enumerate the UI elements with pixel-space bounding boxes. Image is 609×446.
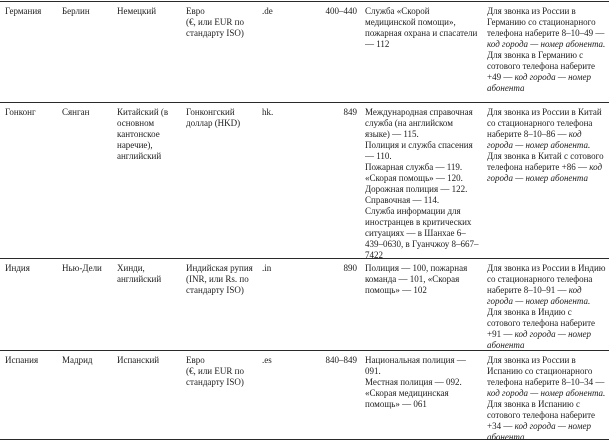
code-text: 840–849 <box>325 355 358 365</box>
country-name: Германия <box>5 6 42 16</box>
cell-language: Китайский (в основном кантонское наречие… <box>117 103 186 258</box>
cell-dialing-instructions: Для звонка из России в Индию со стациона… <box>487 259 609 350</box>
cell-dialing-instructions: Для звонка из России в Германию со стаци… <box>487 2 609 102</box>
cell-capital: Берлин <box>62 2 117 102</box>
language-text: Китайский (в основном кантонское наречие… <box>117 107 169 161</box>
service-line: Полиция — 100, пожарная команда — 101, «… <box>365 263 468 295</box>
cell-code: 890 <box>310 259 365 350</box>
dialing-italic: код города — номер абонента <box>487 162 603 183</box>
table-row-spain: Испания Мадрид Испанский Евро (€, или EU… <box>0 351 609 440</box>
country-name: Испания <box>5 355 39 365</box>
currency-detail: (€, или EUR по стандарту ISO) <box>186 366 244 387</box>
cell-dialing-instructions: Для звонка из России в Китай со стациона… <box>487 103 609 258</box>
cell-currency: Евро (€, или EUR по стандарту ISO) <box>186 2 262 102</box>
cell-country: Индия <box>0 259 62 350</box>
cell-domain: hk. <box>262 103 310 258</box>
capital-name: Сянган <box>62 107 90 117</box>
cell-emergency-services: Полиция — 100, пожарная команда — 101, «… <box>365 259 487 350</box>
dialing-paragraph: Для звонка из России в Индию со стациона… <box>487 263 606 306</box>
dialing-italic: код города — номер абонента <box>487 329 591 350</box>
domain-text: .es <box>262 355 272 365</box>
language-text: Испанский <box>117 355 160 365</box>
cell-emergency-services: Национальная полиция — 091. Местная поли… <box>365 351 487 439</box>
service-line: Справочная — 114. <box>365 195 440 205</box>
country-name: Гонконг <box>5 107 36 117</box>
service-line: «Скорая помощь» — 120. <box>365 173 463 183</box>
language-text: Немецкий <box>117 6 157 16</box>
cell-country: Гонконг <box>0 103 62 258</box>
dialing-paragraph: Для звонка в Китай с сотового телефона н… <box>487 151 604 183</box>
currency-name: Гонконгский доллар (HKD) <box>186 107 241 128</box>
currency-detail: (€, или EUR по стандарту ISO) <box>186 17 244 38</box>
cell-language: Хинди, английский <box>117 259 186 350</box>
service-line: Пожарная служба — 119. <box>365 162 463 172</box>
cell-code: 849 <box>310 103 365 258</box>
service-line: «Скорая медицинская помощь» — 061 <box>365 388 449 409</box>
capital-name: Мадрид <box>62 355 93 365</box>
cell-emergency-services: Международная справочная служба (на англ… <box>365 103 487 258</box>
cell-currency: Евро (€, или EUR по стандарту ISO) <box>186 351 262 439</box>
dialing-italic: код города — номер абонента <box>487 421 591 439</box>
cell-country: Германия <box>0 2 62 102</box>
service-line: Международная справочная служба (на англ… <box>365 107 473 139</box>
dialing-italic: код города — номер абонента. <box>487 39 606 49</box>
dialing-italic: код города — номер абонента. <box>487 388 606 398</box>
service-line: Дорожная полиция — 122. <box>365 184 468 194</box>
dialing-paragraph: Для звонка в Индию с сотового телефона н… <box>487 307 596 350</box>
cell-currency: Гонконгский доллар (HKD) <box>186 103 262 258</box>
cell-capital: Мадрид <box>62 351 117 439</box>
cell-capital: Нью-Дели <box>62 259 117 350</box>
capital-name: Берлин <box>62 6 90 16</box>
cell-code: 840–849 <box>310 351 365 439</box>
service-line: Национальная полиция — 091. <box>365 355 466 376</box>
cell-language: Немецкий <box>117 2 186 102</box>
table-row-germany: Германия Берлин Немецкий Евро (€, или EU… <box>0 2 609 103</box>
service-line: Служба «Скорой медицинской помощи», пожа… <box>365 6 478 49</box>
domain-text: .in <box>262 263 272 273</box>
code-text: 400–440 <box>325 6 358 16</box>
cell-domain: .de <box>262 2 310 102</box>
service-line: Местная полиция — 092. <box>365 377 462 387</box>
domain-text: .de <box>262 6 273 16</box>
dialing-italic: код города — номер абонента. <box>487 129 591 150</box>
dialing-italic: код города — номер абонента <box>487 72 591 93</box>
code-text: 890 <box>343 263 358 273</box>
dialing-italic: код города — номер абонента. <box>487 285 591 306</box>
cell-country: Испания <box>0 351 62 439</box>
domain-text: hk. <box>262 107 274 117</box>
cell-currency: Индийская рупия (INR, или Rs. по стандар… <box>186 259 262 350</box>
dialing-paragraph: Для звонка из России в Германию со стаци… <box>487 6 606 49</box>
country-name: Индия <box>5 263 30 273</box>
dialing-paragraph: Для звонка в Испанию с сотового телефона… <box>487 399 607 439</box>
cell-dialing-instructions: Для звонка из России в Испанию со стацио… <box>487 351 609 439</box>
dialing-paragraph: Для звонка из России в Китай со стациона… <box>487 107 602 150</box>
cell-domain: .es <box>262 351 310 439</box>
currency-name: Евро <box>186 6 205 16</box>
cell-capital: Сянган <box>62 103 117 258</box>
currency-name: Евро <box>186 355 205 365</box>
cell-code: 400–440 <box>310 2 365 102</box>
cell-emergency-services: Служба «Скорой медицинской помощи», пожа… <box>365 2 487 102</box>
service-line: Полиция и служба спасения — 110. <box>365 140 473 161</box>
dialing-paragraph: Для звонка из России в Испанию со стацио… <box>487 355 606 398</box>
table-row-india: Индия Нью-Дели Хинди, английский Индийск… <box>0 259 609 351</box>
code-text: 849 <box>343 107 358 117</box>
cell-language: Испанский <box>117 351 186 439</box>
dialing-paragraph: Для звонка в Германию с сотового телефон… <box>487 50 596 93</box>
language-text: Хинди, английский <box>117 263 162 284</box>
capital-name: Нью-Дели <box>62 263 102 273</box>
cell-domain: .in <box>262 259 310 350</box>
currency-name: Индийская рупия (INR, или Rs. по стандар… <box>186 263 253 295</box>
table-row-hongkong: Гонконг Сянган Китайский (в основном кан… <box>0 103 609 259</box>
service-line: Служба информации для иностранцев в крит… <box>365 206 479 258</box>
